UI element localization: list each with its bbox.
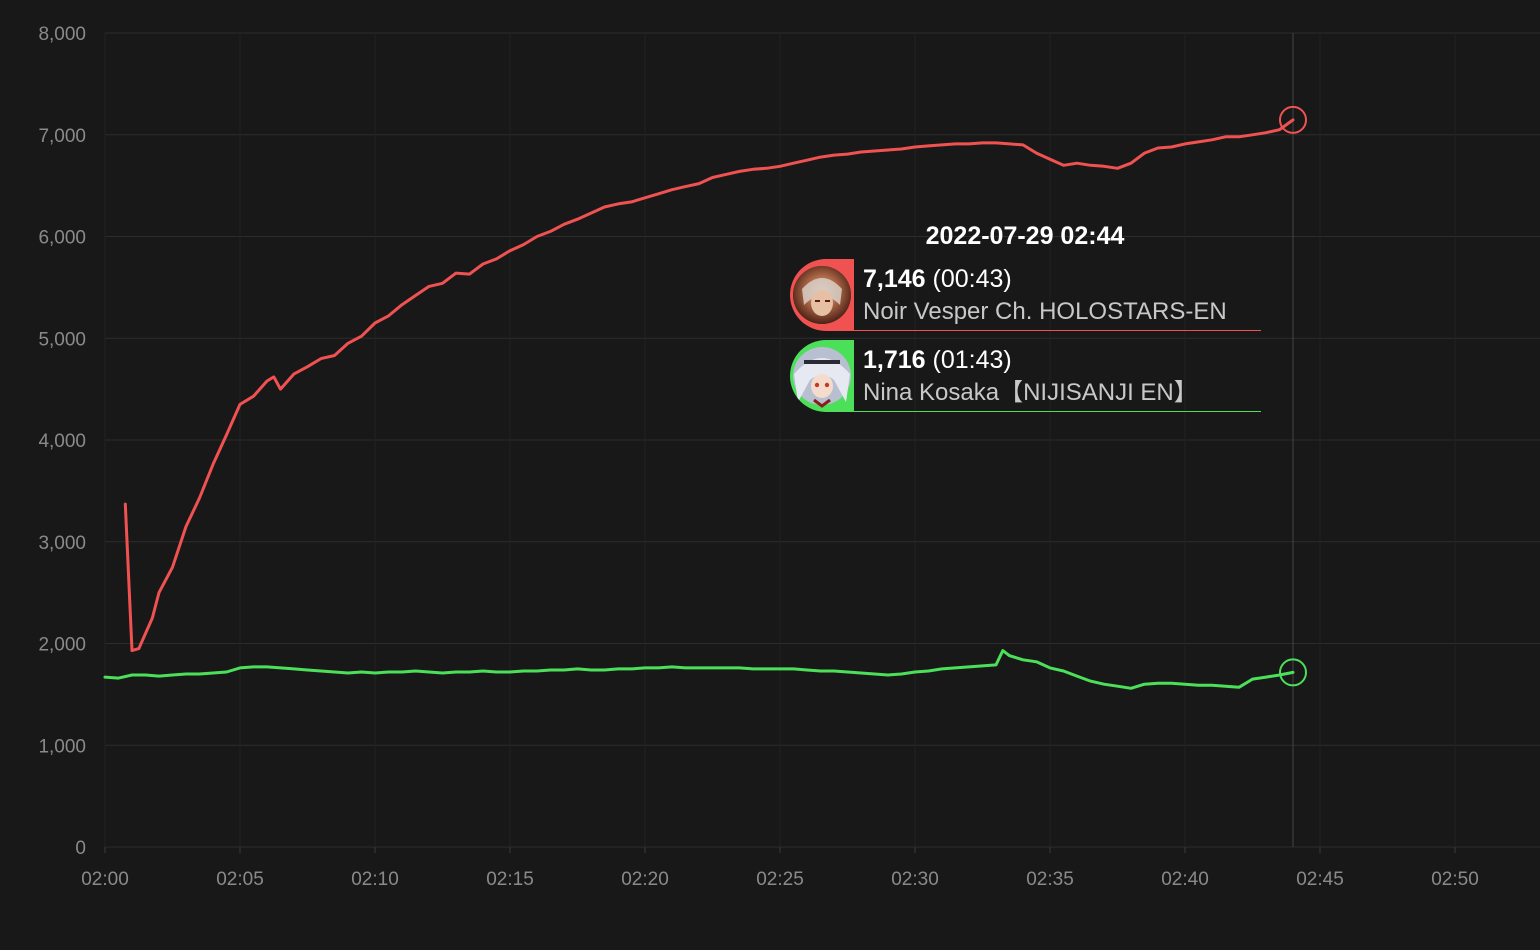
hover-point-marker (1279, 658, 1307, 687)
x-tick-label: 02:20 (621, 869, 669, 890)
x-tick-label: 02:30 (891, 869, 939, 890)
series-line-0 (123, 118, 1295, 653)
y-tick-label: 6,000 (38, 228, 86, 249)
y-tick-label: 4,000 (38, 431, 86, 452)
x-tick-label: 02:35 (1026, 869, 1074, 890)
series-line-1 (103, 649, 1295, 690)
tooltip-entry-nina: 1,716 (01:43) Nina Kosaka【NIJISANJI EN】 (790, 340, 1261, 412)
tooltip-entry-noir: 7,146 (00:43) Noir Vesper Ch. HOLOSTARS-… (790, 259, 1261, 331)
tooltip-entry-underline (854, 330, 1261, 331)
noir-vesper-avatar-icon (790, 259, 854, 331)
hover-markers (1279, 105, 1307, 687)
x-tick-label: 02:45 (1296, 869, 1344, 890)
x-tick-label: 02:00 (81, 869, 129, 890)
tooltip-channel-name: Noir Vesper Ch. HOLOSTARS-EN (863, 298, 1227, 325)
hover-point-marker (1279, 105, 1307, 134)
axis-labels: 0 1,000 2,000 3,000 4,000 5,000 6,000 7,000 8,00… (38, 24, 1478, 890)
x-tick-label: 02:10 (351, 869, 399, 890)
tooltip-value: 1,716 (863, 346, 926, 374)
x-tick-label: 02:40 (1161, 869, 1209, 890)
x-tick-label: 02:15 (486, 869, 534, 890)
y-tick-label: 1,000 (38, 736, 86, 757)
nina-kosaka-avatar-icon (790, 340, 854, 412)
x-tick-label: 02:25 (756, 869, 804, 890)
tooltip-entry-underline (854, 411, 1261, 412)
y-tick-label: 8,000 (38, 24, 86, 45)
y-tick-label: 2,000 (38, 635, 86, 656)
y-tick-label: 7,000 (38, 126, 86, 147)
tooltip-channel-name: Nina Kosaka【NIJISANJI EN】 (863, 379, 1198, 406)
tooltip-duration: (00:43) (932, 265, 1012, 293)
series-lines (103, 118, 1295, 690)
tooltip-timestamp: 2022-07-29 02:44 (925, 222, 1125, 250)
hover-tooltip: 2022-07-29 02:44 7,146 (00:4 (790, 222, 1261, 421)
x-tick-label: 02:50 (1431, 869, 1479, 890)
x-tick-label: 02:05 (216, 869, 264, 890)
y-tick-label: 5,000 (38, 329, 86, 350)
y-tick-label: 3,000 (38, 533, 86, 554)
gridlines (104, 32, 1540, 853)
y-tick-label: 0 (75, 838, 86, 859)
tooltip-duration: (01:43) (932, 346, 1012, 374)
tooltip-value: 7,146 (863, 265, 926, 293)
